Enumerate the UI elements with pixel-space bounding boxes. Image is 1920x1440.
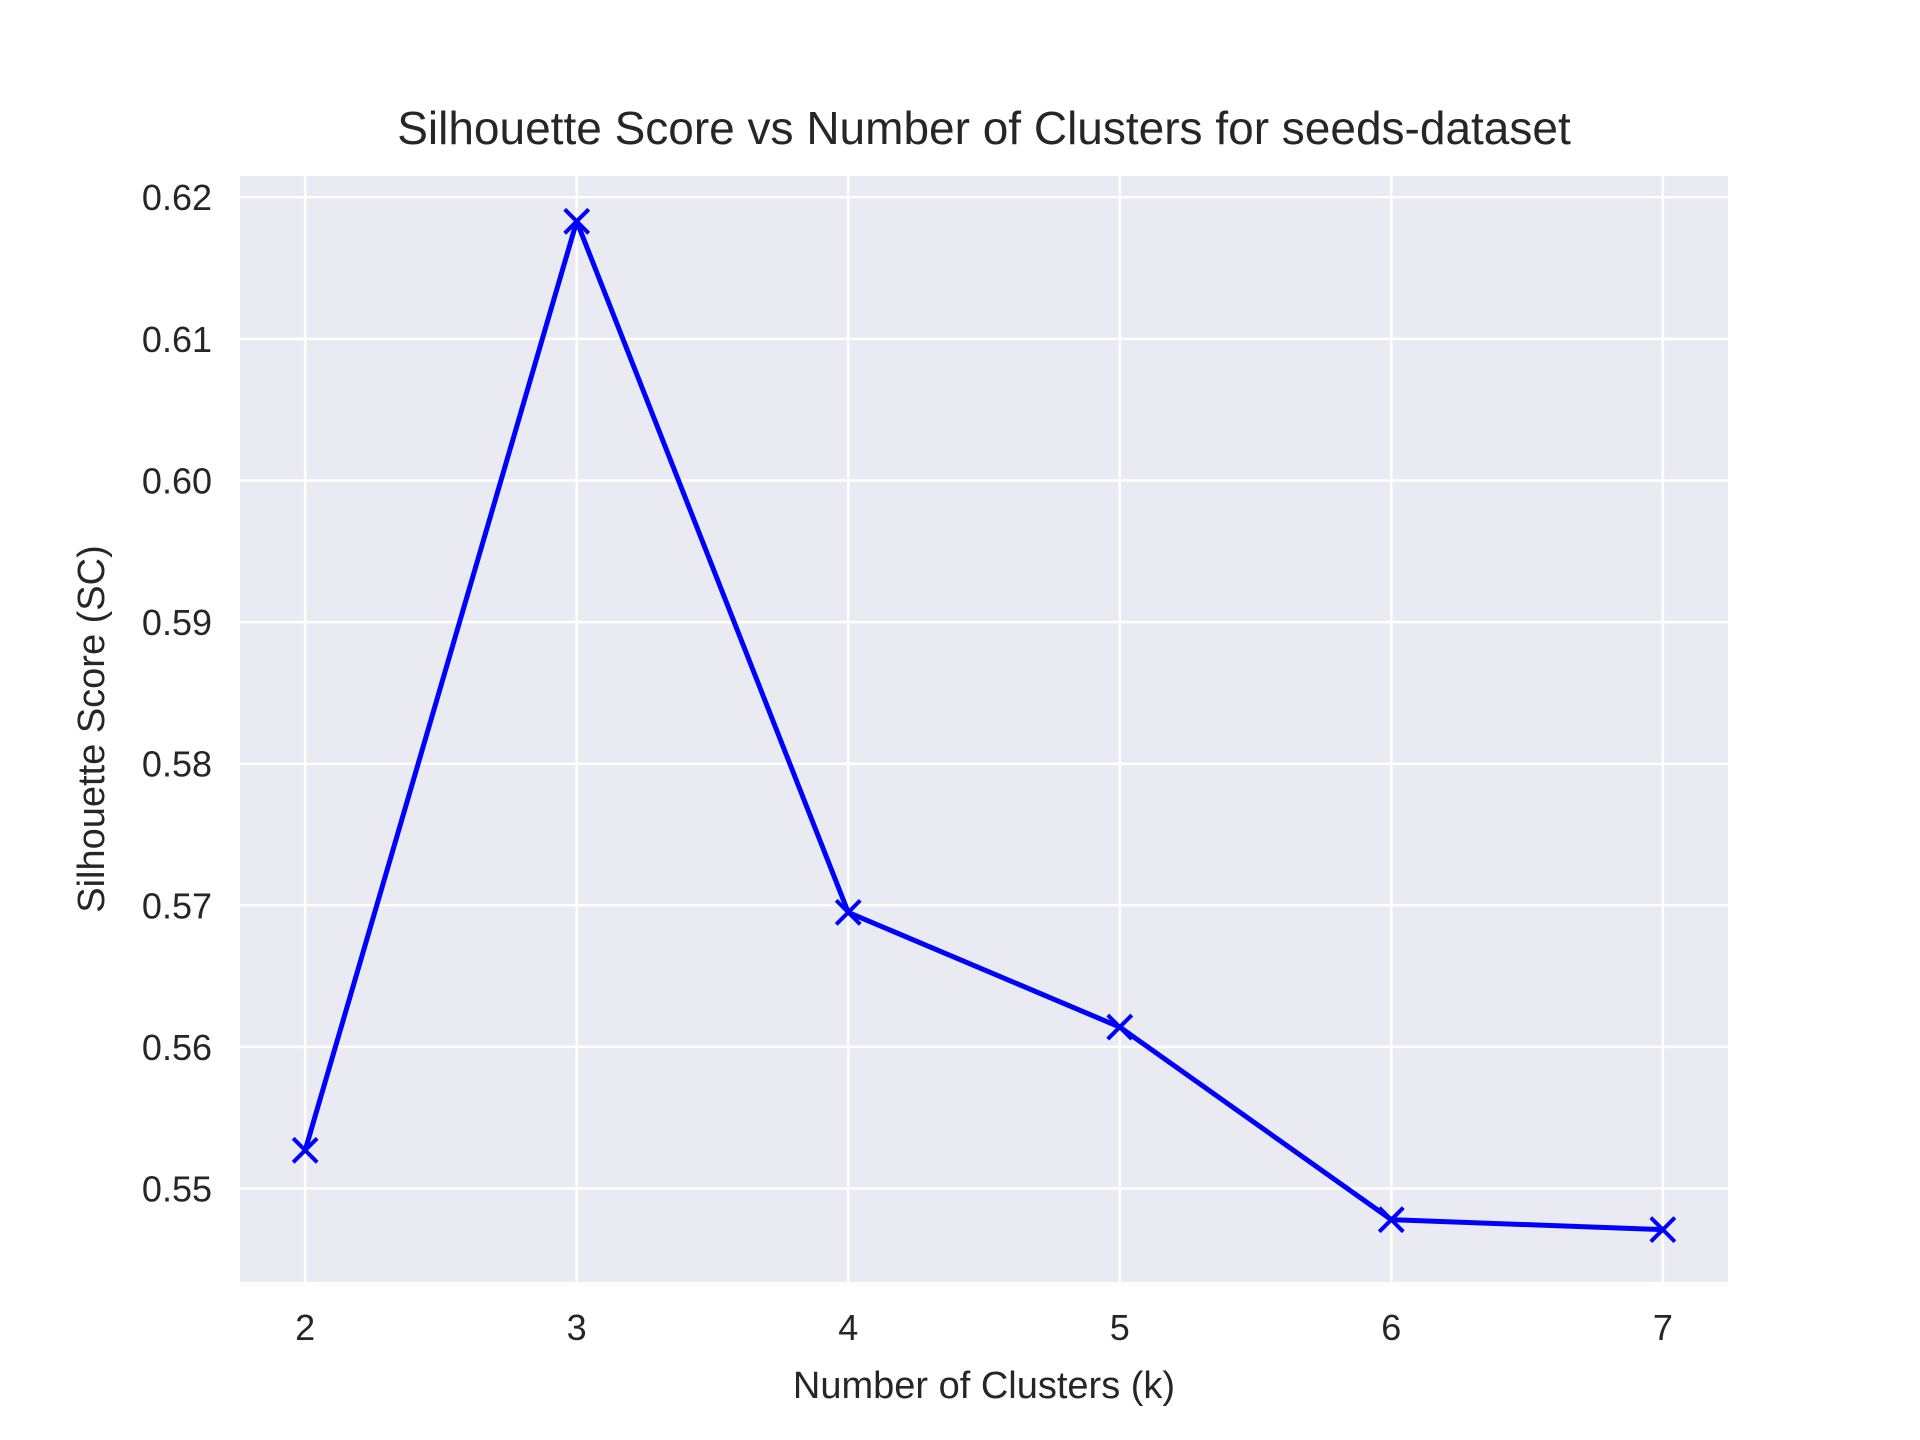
y-tick-label: 0.56	[142, 1027, 212, 1068]
series-line	[302, 218, 1663, 1233]
x-grid	[303, 176, 1665, 1282]
y-tick-label: 0.57	[142, 885, 212, 926]
x-axis-label: Number of Clusters (k)	[793, 1365, 1175, 1407]
y-tick-label: 0.60	[142, 460, 212, 501]
x-tick-label: 6	[1381, 1307, 1401, 1348]
data-point-marker	[1377, 1206, 1405, 1234]
x-tick-label: 5	[1110, 1307, 1130, 1348]
series-group	[291, 207, 1677, 1244]
x-tick-label: 2	[295, 1307, 315, 1348]
x-tick-label: 4	[838, 1307, 858, 1348]
y-tick-label: 0.61	[142, 319, 212, 360]
chart-title: Silhouette Score vs Number of Clusters f…	[397, 102, 1571, 154]
data-point-marker	[1649, 1216, 1677, 1244]
plot-background	[240, 176, 1728, 1282]
y-tick-label: 0.59	[142, 602, 212, 643]
y-grid	[240, 195, 1728, 1190]
y-tick-label: 0.58	[142, 744, 212, 785]
y-tick-label: 0.55	[142, 1169, 212, 1210]
x-tick-labels: 2 3 4 5 6 7	[295, 1307, 1673, 1348]
y-tick-label: 0.62	[142, 177, 212, 218]
x-tick-label: 3	[567, 1307, 587, 1348]
data-point-marker	[834, 898, 862, 926]
y-tick-labels: 0.55 0.56 0.57 0.58 0.59 0.60 0.61 0.62	[142, 177, 212, 1209]
y-axis-label: Silhouette Score (SC)	[71, 545, 113, 913]
data-point-marker	[291, 1136, 319, 1164]
x-tick-label: 7	[1653, 1307, 1673, 1348]
data-point-marker	[563, 207, 591, 235]
data-point-marker	[1106, 1013, 1134, 1041]
